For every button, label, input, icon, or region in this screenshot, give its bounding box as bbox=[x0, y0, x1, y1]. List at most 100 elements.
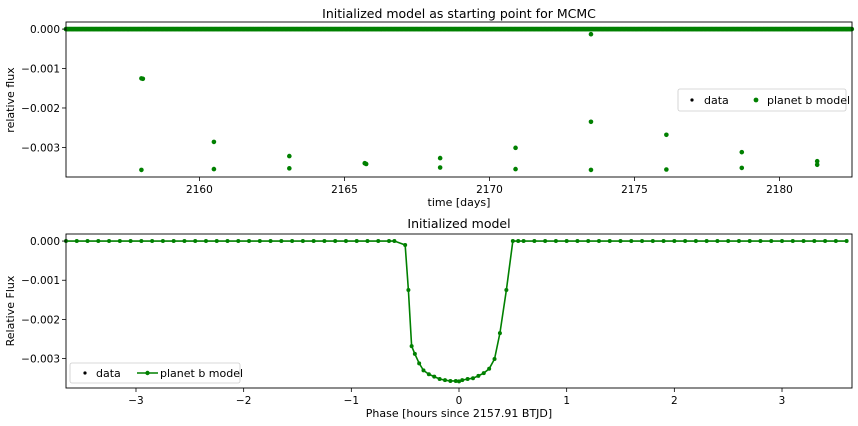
model-point bbox=[85, 239, 90, 244]
model-point bbox=[453, 378, 458, 383]
model-point bbox=[406, 288, 411, 293]
model-point bbox=[211, 139, 217, 145]
model-point bbox=[437, 155, 443, 161]
model-point bbox=[575, 239, 580, 244]
bottom-legend-model-label: planet b model bbox=[160, 367, 243, 380]
model-point bbox=[664, 132, 669, 138]
model-point bbox=[214, 239, 219, 244]
x-tick-label: 2160 bbox=[186, 184, 213, 196]
bottom-x-ticks: −3 −2 −1 0 1 2 3 bbox=[128, 388, 785, 407]
model-point bbox=[513, 145, 518, 151]
model-point bbox=[470, 376, 475, 381]
model-point bbox=[607, 239, 612, 244]
model-point bbox=[96, 239, 101, 244]
bottom-panel: Initialized model −3 −2 −1 0 1 2 3 0.000 −0.001… bbox=[4, 216, 853, 420]
model-point bbox=[376, 239, 381, 244]
model-point bbox=[588, 167, 594, 173]
top-legend-box bbox=[677, 88, 847, 112]
model-point bbox=[814, 158, 820, 164]
top-plot-area bbox=[63, 26, 855, 173]
y-tick-label: 0.000 bbox=[30, 236, 60, 248]
model-point bbox=[392, 239, 397, 244]
x-tick-label: 2170 bbox=[476, 184, 503, 196]
model-point bbox=[437, 165, 443, 170]
model-point bbox=[236, 239, 241, 244]
model-point bbox=[513, 166, 518, 172]
model-point bbox=[417, 361, 422, 366]
model-point bbox=[203, 239, 208, 244]
top-legend-model-label: planet b model bbox=[767, 94, 850, 107]
model-point bbox=[704, 239, 709, 244]
model-point bbox=[432, 374, 437, 379]
model-point bbox=[814, 162, 820, 168]
bottom-legend: data planet b model bbox=[69, 362, 243, 384]
model-point bbox=[412, 351, 417, 356]
model-point bbox=[139, 167, 144, 173]
x-tick-label: −1 bbox=[344, 395, 359, 407]
model-point bbox=[801, 239, 806, 244]
model-point bbox=[193, 239, 198, 244]
model-point bbox=[758, 239, 763, 244]
x-tick-label: 2165 bbox=[331, 184, 358, 196]
model-point bbox=[140, 76, 146, 82]
model-point bbox=[311, 239, 316, 244]
model-point bbox=[693, 239, 698, 244]
top-legend-data-label: data bbox=[704, 94, 729, 107]
model-point bbox=[287, 153, 292, 159]
x-tick-label: 0 bbox=[456, 395, 463, 407]
model-point bbox=[150, 239, 155, 244]
model-point bbox=[74, 239, 79, 244]
model-point bbox=[487, 366, 492, 371]
model-point bbox=[739, 165, 745, 171]
model-point bbox=[618, 239, 623, 244]
model-point bbox=[279, 239, 284, 244]
y-tick-label: −0.001 bbox=[21, 64, 60, 76]
model-point bbox=[739, 149, 745, 155]
model-point bbox=[225, 239, 230, 244]
x-tick-label: −2 bbox=[236, 395, 251, 407]
model-point bbox=[426, 372, 431, 377]
model-point bbox=[532, 239, 537, 244]
model-point bbox=[437, 376, 442, 381]
bottom-xlabel: Phase [hours since 2157.91 BTJD] bbox=[366, 407, 552, 420]
bottom-ylabel: Relative Flux bbox=[4, 275, 17, 346]
model-point bbox=[661, 239, 666, 244]
bottom-legend-data-label: data bbox=[96, 367, 121, 380]
model-point bbox=[107, 239, 112, 244]
model-point bbox=[403, 242, 408, 247]
model-point bbox=[553, 239, 558, 244]
top-y-ticks: 0.000 −0.001 −0.002 −0.003 bbox=[21, 24, 66, 154]
model-point bbox=[715, 239, 720, 244]
model-point bbox=[322, 239, 327, 244]
model-point bbox=[290, 239, 295, 244]
x-tick-label: 2180 bbox=[766, 184, 793, 196]
model-point bbox=[769, 239, 774, 244]
model-point bbox=[443, 378, 448, 383]
top-x-ticks: 2160 2165 2170 2175 2180 bbox=[186, 177, 793, 196]
model-point bbox=[844, 239, 849, 244]
model-point bbox=[160, 239, 165, 244]
model-point bbox=[139, 239, 144, 244]
model-point bbox=[736, 239, 741, 244]
model-point bbox=[268, 239, 273, 244]
model-point bbox=[211, 166, 217, 172]
model-point bbox=[387, 239, 392, 244]
model-point bbox=[588, 31, 594, 37]
model-point bbox=[543, 239, 548, 244]
model-point bbox=[516, 239, 521, 244]
model-point bbox=[564, 239, 569, 244]
model-point bbox=[343, 239, 348, 244]
model-point bbox=[504, 288, 509, 293]
bottom-plot-area bbox=[64, 239, 849, 384]
model-point bbox=[823, 239, 828, 244]
model-point bbox=[300, 239, 305, 244]
y-tick-label: −0.003 bbox=[21, 142, 60, 154]
y-tick-label: −0.001 bbox=[21, 275, 60, 287]
model-point bbox=[476, 373, 481, 378]
model-point bbox=[365, 239, 370, 244]
model-point bbox=[596, 239, 601, 244]
bottom-title: Initialized model bbox=[407, 216, 510, 231]
top-xlabel: time [days] bbox=[428, 196, 491, 209]
model-point bbox=[354, 239, 359, 244]
